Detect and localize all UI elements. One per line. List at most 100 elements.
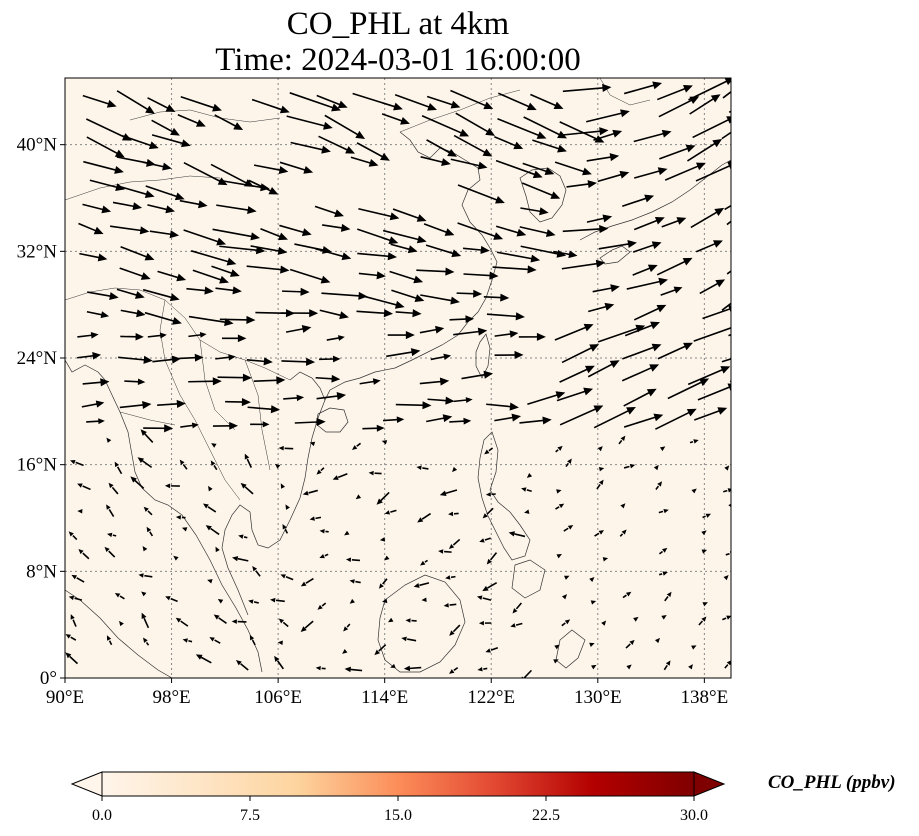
wind-arrow xyxy=(623,81,663,95)
wind-arrow xyxy=(494,413,522,422)
wind-arrow xyxy=(660,286,683,296)
wind-arrow xyxy=(485,492,496,497)
wind-arrow xyxy=(632,241,662,253)
wind-arrow xyxy=(285,324,312,333)
wind-arrow xyxy=(118,355,153,364)
wind-arrow xyxy=(519,416,552,425)
wind-arrow xyxy=(142,288,180,302)
wind-arrow xyxy=(120,245,155,261)
wind-arrow xyxy=(416,465,429,470)
wind-arrow xyxy=(379,537,386,542)
wind-arrow xyxy=(621,364,660,382)
wind-arrow xyxy=(416,267,455,276)
wind-arrow xyxy=(386,348,421,358)
wind-arrow xyxy=(392,208,427,222)
wind-arrow xyxy=(449,315,475,323)
wind-arrow xyxy=(586,109,630,123)
wind-arrow xyxy=(316,467,325,475)
wind-arrow xyxy=(359,378,381,385)
wind-arrow xyxy=(494,330,519,338)
x-axis-ticks: 90°E 98°E 106°E 114°E 122°E 130°E 138°E xyxy=(46,678,728,708)
wind-arrow xyxy=(112,201,143,211)
wind-arrow xyxy=(106,437,112,443)
wind-arrow xyxy=(289,268,331,284)
wind-arrow xyxy=(633,616,639,622)
wind-arrow xyxy=(495,225,527,237)
wind-arrow xyxy=(453,397,473,404)
wind-arrow xyxy=(356,142,390,161)
wind-arrow xyxy=(215,354,236,361)
wind-arrow xyxy=(221,334,247,343)
wind-arrow xyxy=(389,270,424,284)
wind-arrow xyxy=(319,309,349,320)
wind-arrow xyxy=(286,115,333,130)
y-tick-label: 32°N xyxy=(17,241,58,262)
wind-arrow xyxy=(589,577,595,583)
wind-arrow xyxy=(653,686,658,691)
wind-arrow xyxy=(655,408,697,430)
wind-arrow xyxy=(309,516,322,521)
y-tick-label: 0° xyxy=(40,668,57,689)
wind-arrow xyxy=(597,446,603,452)
wind-arrow xyxy=(109,225,150,235)
wind-arrow xyxy=(486,312,525,321)
wind-arrow xyxy=(484,447,494,455)
wind-arrow xyxy=(426,95,461,109)
wind-arrow xyxy=(697,383,731,401)
wind-arrow xyxy=(554,161,592,176)
wind-vectors xyxy=(65,78,731,691)
wind-arrow xyxy=(357,252,397,261)
wind-arrow xyxy=(86,310,110,319)
wind-arrow xyxy=(207,579,213,584)
wind-arrow xyxy=(376,491,390,505)
wind-arrow xyxy=(83,160,124,174)
wind-arrow xyxy=(283,394,305,402)
wind-arrow xyxy=(633,129,672,143)
wind-arrow xyxy=(564,575,570,580)
wind-arrow xyxy=(358,207,400,221)
wind-arrow xyxy=(593,129,623,141)
x-tick-label: 138°E xyxy=(681,687,729,708)
wind-arrow xyxy=(555,445,563,453)
wind-arrow xyxy=(137,457,153,469)
wind-arrow xyxy=(188,377,222,386)
wind-arrow xyxy=(344,666,363,673)
wind-arrow xyxy=(175,617,189,627)
wind-arrow xyxy=(192,269,229,284)
wind-arrow xyxy=(219,245,266,255)
wind-arrow xyxy=(661,615,667,620)
wind-arrow xyxy=(664,591,672,602)
wind-arrow xyxy=(71,574,85,583)
wind-arrow xyxy=(260,228,288,241)
wind-arrow xyxy=(494,136,524,150)
wind-arrow xyxy=(390,243,418,254)
wind-arrow xyxy=(589,642,595,647)
wind-arrow xyxy=(149,230,180,239)
y-axis-ticks: 0° 8°N 16°N 24°N 32°N 40°N xyxy=(17,135,65,689)
wind-arrow xyxy=(203,503,217,513)
wind-arrow xyxy=(598,467,605,472)
colorbar-ticks: 0.0 7.5 15.0 22.5 30.0 xyxy=(92,796,708,824)
wind-arrow xyxy=(356,309,394,318)
wind-arrow xyxy=(279,224,312,237)
wind-arrow xyxy=(119,267,151,280)
wind-arrow xyxy=(82,94,117,108)
wind-arrow xyxy=(326,335,345,341)
wind-arrow xyxy=(282,287,310,296)
wind-arrow xyxy=(633,167,668,179)
wind-arrow xyxy=(450,158,488,170)
wind-arrow xyxy=(726,270,731,275)
wind-arrow xyxy=(141,591,147,597)
wind-arrow xyxy=(726,220,731,226)
wind-arrow xyxy=(521,182,561,199)
wind-arrow xyxy=(279,161,314,174)
wind-arrow xyxy=(688,664,693,670)
wind-arrow xyxy=(81,400,105,408)
wind-arrow xyxy=(246,357,273,366)
wind-arrow xyxy=(448,538,461,549)
wind-arrow xyxy=(319,529,329,534)
wind-arrow xyxy=(142,546,148,552)
korea-coastline xyxy=(519,167,567,223)
wind-arrow xyxy=(120,309,146,318)
wind-arrow xyxy=(727,160,731,164)
